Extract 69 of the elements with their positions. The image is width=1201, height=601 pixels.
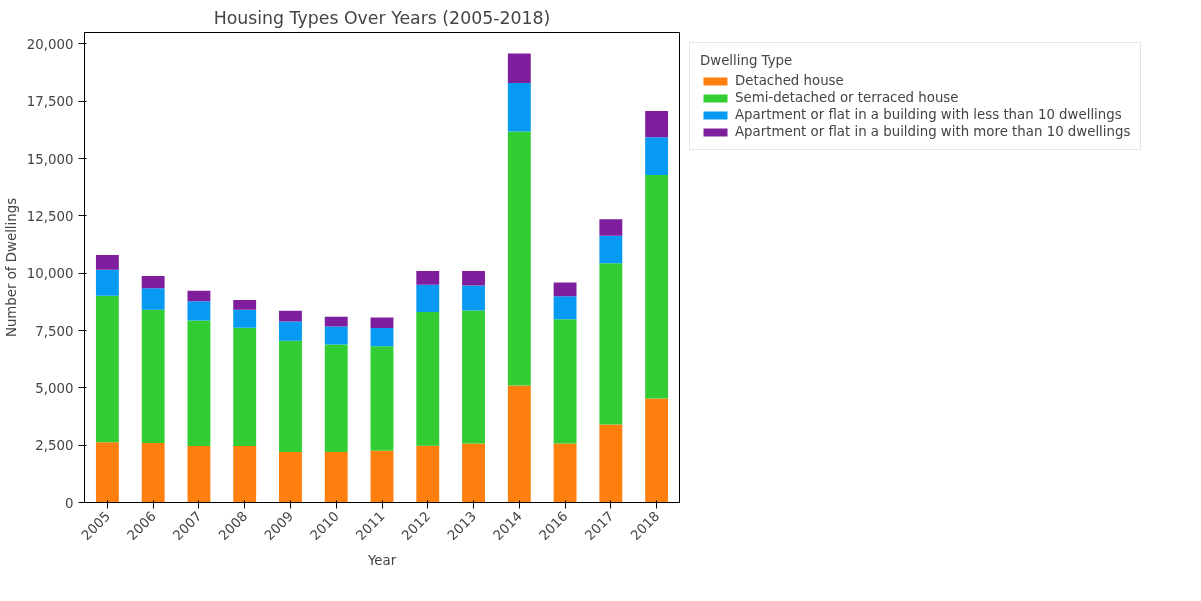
legend-label: Apartment or flat in a building with less than 10 dwellings xyxy=(735,107,1122,122)
bar xyxy=(416,445,440,503)
bar xyxy=(233,309,257,328)
bar xyxy=(645,137,669,176)
bar xyxy=(416,284,440,312)
bar xyxy=(553,282,577,297)
bar xyxy=(462,443,485,503)
bar xyxy=(416,270,440,285)
bar xyxy=(507,53,531,83)
bar xyxy=(95,295,119,443)
bar xyxy=(553,319,577,444)
bar xyxy=(324,344,348,453)
bar xyxy=(279,340,302,453)
bar xyxy=(95,254,119,270)
y-tick-label: 0 xyxy=(65,495,74,511)
bar xyxy=(416,311,440,446)
bar xyxy=(324,452,348,503)
y-axis-title: Number of Dwellings xyxy=(3,197,19,338)
y-tick-label: 12,500 xyxy=(26,208,74,224)
bar xyxy=(462,310,485,444)
bar xyxy=(599,424,623,503)
bar xyxy=(279,452,302,503)
bar xyxy=(645,398,669,503)
bar xyxy=(370,450,394,503)
bar xyxy=(599,235,623,264)
bar xyxy=(462,285,485,311)
y-tick-label: 15,000 xyxy=(26,151,74,167)
bar xyxy=(324,316,348,327)
y-tick-label: 20,000 xyxy=(26,36,74,52)
bar xyxy=(279,321,302,341)
y-tick-label: 2,500 xyxy=(35,438,74,454)
bar xyxy=(370,317,394,329)
bar xyxy=(553,443,577,503)
bar xyxy=(507,131,531,386)
bar xyxy=(324,326,348,345)
bar xyxy=(187,290,211,302)
bar xyxy=(95,269,119,296)
bar xyxy=(187,301,211,321)
legend-title: Dwelling Type xyxy=(700,53,794,68)
y-tick-label: 7,500 xyxy=(35,323,74,339)
bar xyxy=(141,288,165,310)
legend-label: Semi-detached or terraced house xyxy=(735,90,959,105)
y-tick-label: 17,500 xyxy=(26,94,74,110)
bar xyxy=(95,442,119,503)
y-tick-label: 5,000 xyxy=(35,380,74,396)
bar xyxy=(279,310,302,322)
bar xyxy=(187,320,211,447)
bar xyxy=(645,175,669,399)
bar xyxy=(141,309,165,444)
bar xyxy=(370,346,394,451)
bar xyxy=(233,446,257,503)
bar xyxy=(370,328,394,347)
chart-title: Housing Types Over Years (2005-2018) xyxy=(213,7,551,28)
legend-label: Apartment or flat in a building with more than 10 dwellings xyxy=(735,124,1131,139)
bar xyxy=(233,300,257,310)
bar xyxy=(599,219,623,236)
y-tick-label: 10,000 xyxy=(26,266,74,282)
bar xyxy=(599,263,623,425)
bar xyxy=(187,446,211,503)
bar xyxy=(645,110,669,138)
bar xyxy=(507,385,531,503)
bar xyxy=(141,275,165,289)
bar xyxy=(233,327,257,447)
bar xyxy=(462,270,485,286)
bar xyxy=(507,82,531,132)
bar xyxy=(141,443,165,503)
legend-label: Detached house xyxy=(735,73,844,88)
x-axis-title: Year xyxy=(366,552,397,568)
bar xyxy=(553,296,577,320)
